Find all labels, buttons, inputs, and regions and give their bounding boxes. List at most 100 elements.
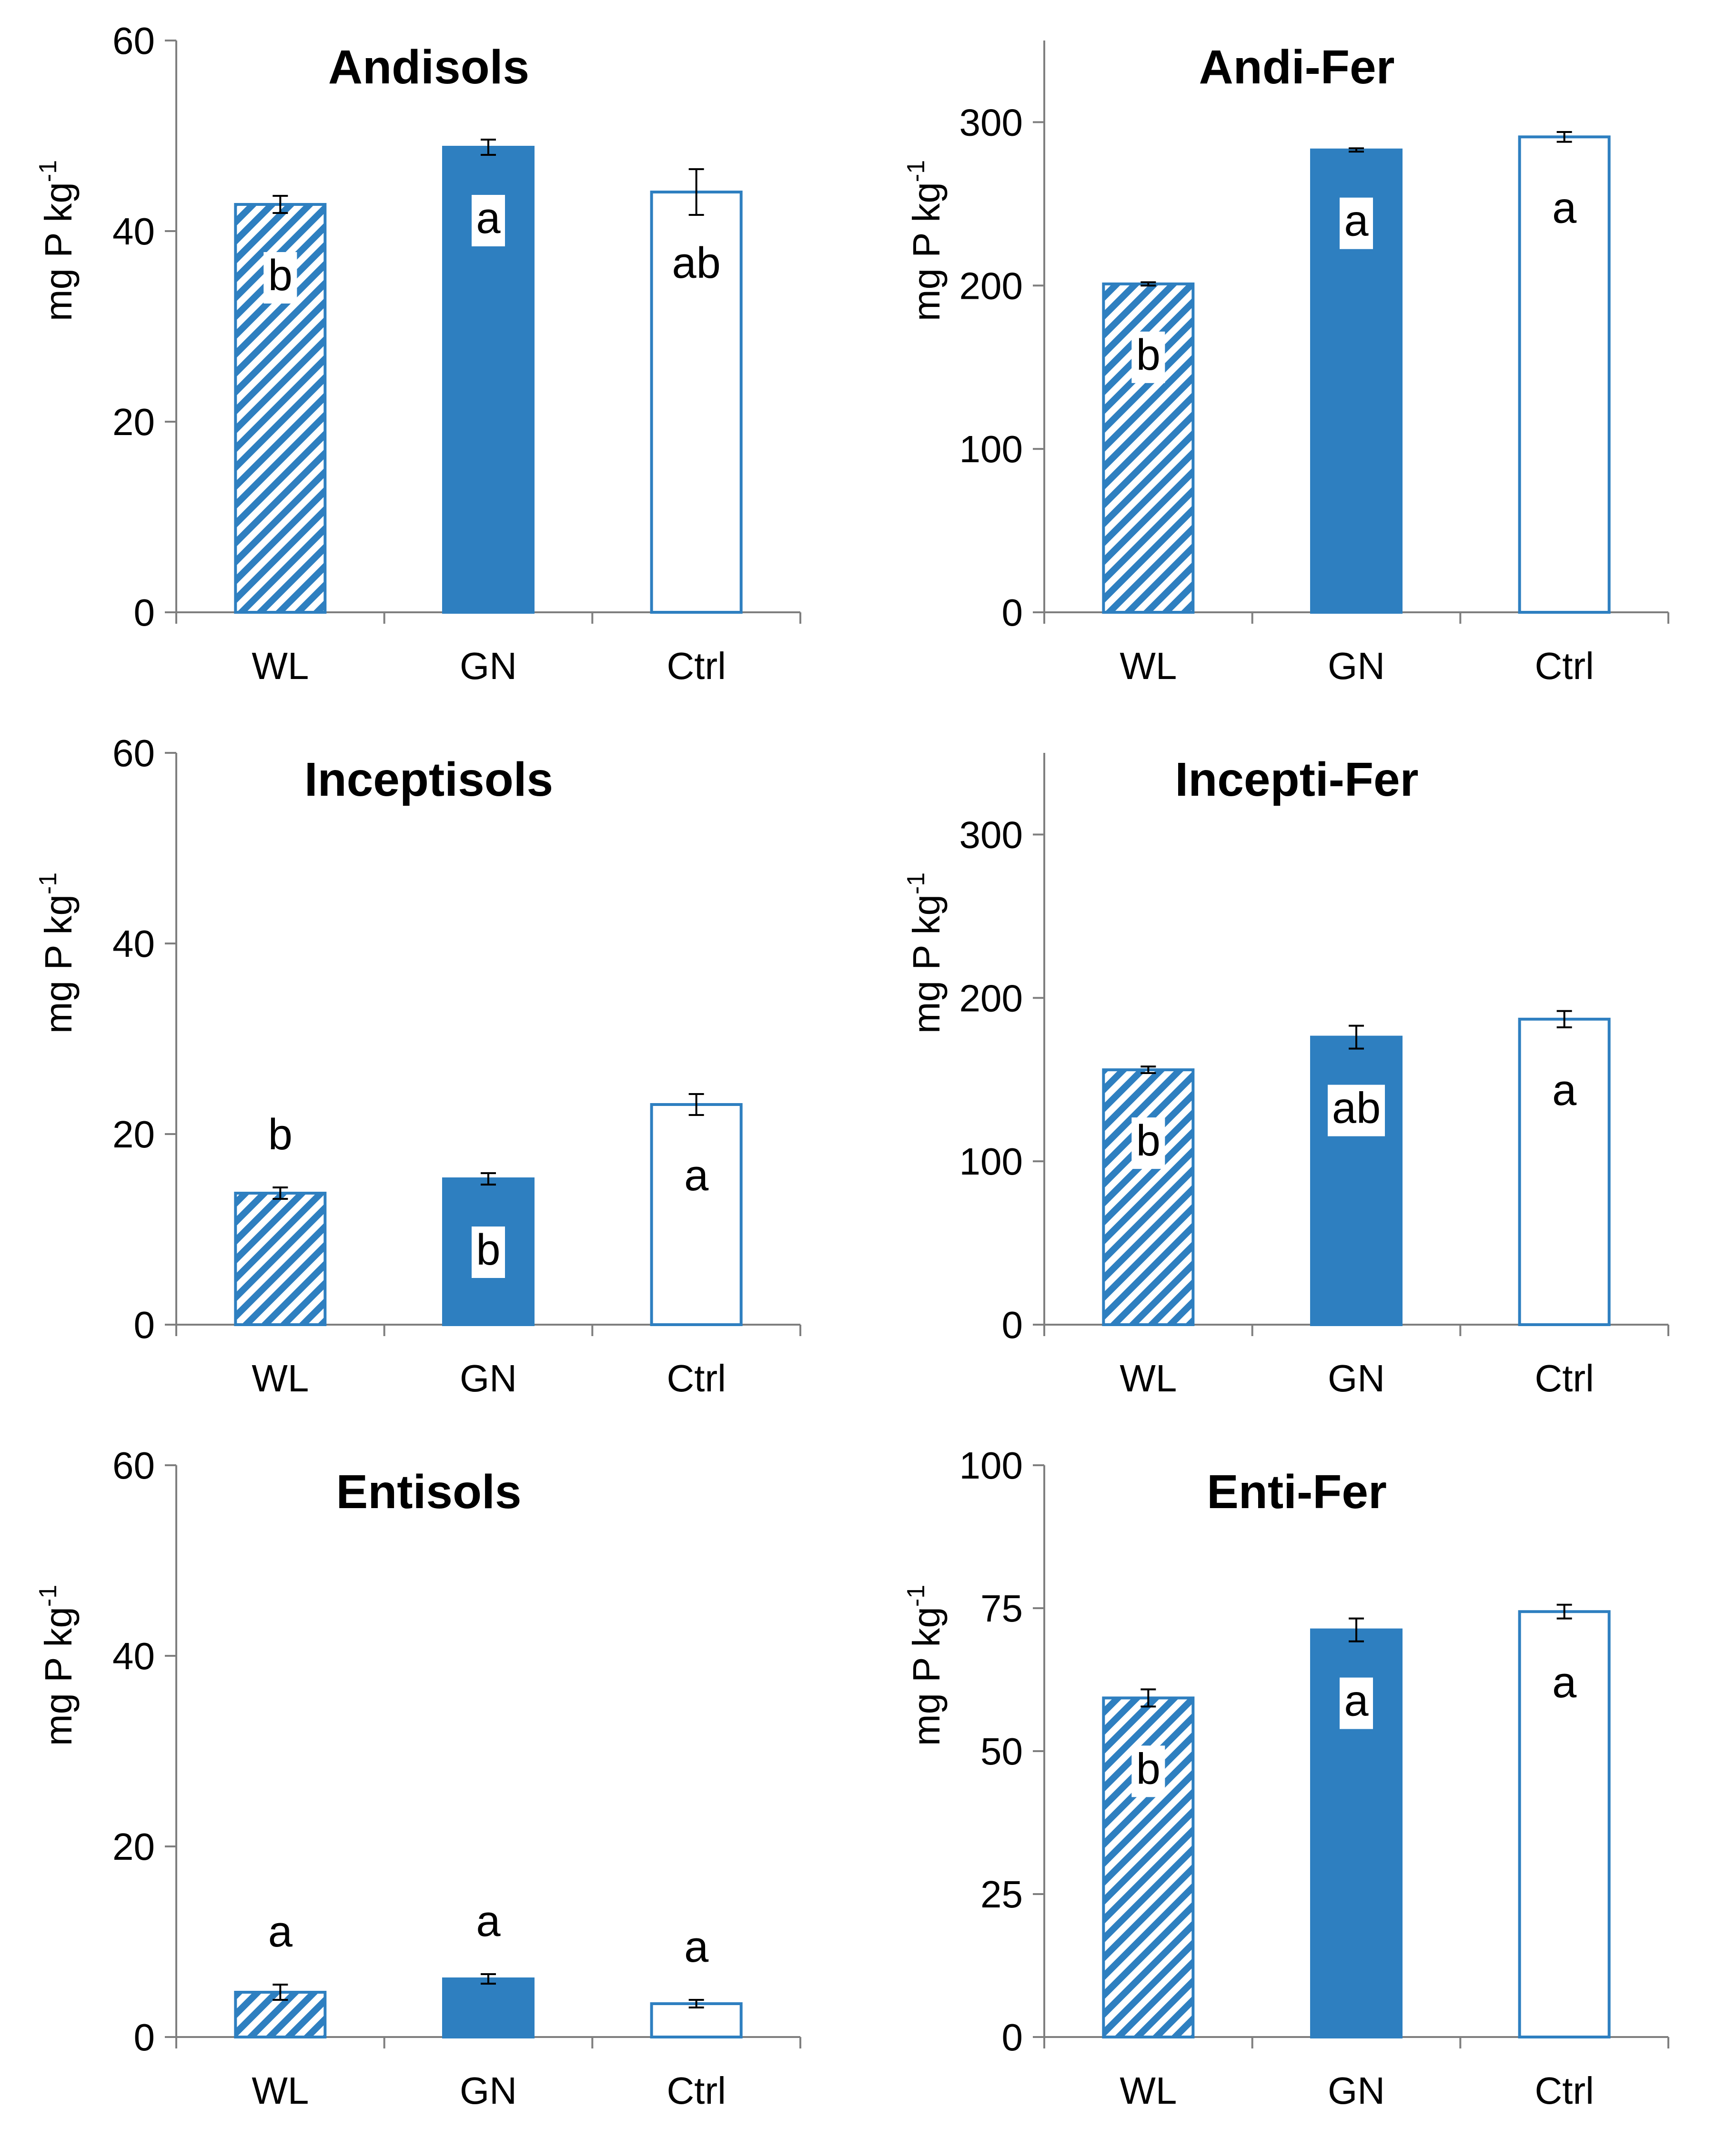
x-category-label: WL <box>252 645 309 687</box>
x-category-label: GN <box>1328 1357 1385 1399</box>
y-axis-label: mg P kg-1 <box>34 1585 80 1746</box>
y-tick-label: 300 <box>959 101 1023 143</box>
y-tick-label: 100 <box>959 1140 1023 1183</box>
bar-ctrl <box>650 2002 743 2038</box>
chart-title: Enti-Fer <box>1207 1465 1387 1519</box>
y-tick-label: 0 <box>1002 2016 1023 2058</box>
significance-letter: b <box>1136 1744 1161 1793</box>
y-axis-label-superscript: -1 <box>902 872 930 894</box>
y-tick-label: 0 <box>1002 591 1023 634</box>
bar-ctrl <box>650 1103 743 1326</box>
y-tick-label: 40 <box>112 210 155 253</box>
y-tick-label: 300 <box>959 813 1023 856</box>
significance-letter: ab <box>672 239 720 287</box>
chart-panel-andi-fer: 0 100 200 300 b WL a GN a Ctrl Andi-Fer mg P kg-1 <box>902 41 1669 687</box>
y-axis-label: mg P kg-1 <box>902 160 948 321</box>
significance-letter: b <box>268 251 293 300</box>
y-tick-label: 50 <box>980 1730 1023 1773</box>
x-category-label: Ctrl <box>1534 1357 1594 1399</box>
chart-title: Incepti-Fer <box>1175 753 1418 806</box>
significance-letter: a <box>1552 183 1577 232</box>
y-tick-label: 20 <box>112 1825 155 1868</box>
letter-background <box>1547 184 1581 236</box>
y-tick-label: 100 <box>959 1444 1023 1487</box>
significance-letter: a <box>1552 1066 1577 1115</box>
chart-panel-entisols: 0 20 40 60 a WL a GN a Ctrl Entisols mg P kg-1 <box>34 1444 801 2112</box>
letter-background <box>1328 1085 1385 1136</box>
significance-letter: b <box>476 1226 500 1274</box>
y-tick-label: 200 <box>959 977 1023 1019</box>
y-tick-label: 20 <box>112 1113 155 1156</box>
y-tick-label: 100 <box>959 428 1023 470</box>
significance-letter: a <box>476 194 501 243</box>
y-axis-label: mg P kg-1 <box>902 872 948 1034</box>
x-category-label: GN <box>1328 645 1385 687</box>
significance-letter: a <box>268 1907 293 1956</box>
y-axis-label-superscript: -1 <box>34 872 62 894</box>
y-tick-label: 0 <box>134 2016 155 2058</box>
significance-letter: a <box>1344 1677 1369 1725</box>
chart-panel-andisols: 0 20 40 60 b WL a GN ab Ctrl Andisols mg P kg-1 <box>34 20 801 687</box>
x-category-label: WL <box>1120 2069 1177 2112</box>
letter-background <box>1340 197 1373 249</box>
y-axis-label: mg P kg-1 <box>34 160 80 321</box>
y-tick-label: 25 <box>980 1873 1023 1916</box>
y-tick-label: 60 <box>112 732 155 774</box>
significance-letter: a <box>1552 1658 1577 1707</box>
y-tick-label: 60 <box>112 1444 155 1487</box>
x-category-label: Ctrl <box>666 1357 726 1399</box>
y-axis-label-superscript: -1 <box>902 160 930 182</box>
x-category-label: Ctrl <box>666 2069 726 2112</box>
significance-letter: ab <box>1332 1084 1381 1133</box>
letter-background <box>679 1152 713 1204</box>
letter-background <box>1131 1745 1165 1797</box>
y-tick-label: 0 <box>134 591 155 634</box>
x-category-label: Ctrl <box>666 645 726 687</box>
bar-gn <box>1310 1035 1403 1327</box>
y-axis-label-superscript: -1 <box>34 1585 62 1607</box>
x-category-label: WL <box>1120 645 1177 687</box>
y-axis-label-superscript: -1 <box>902 1585 930 1607</box>
y-tick-label: 40 <box>112 1635 155 1677</box>
y-axis-label-superscript: -1 <box>34 160 62 182</box>
letter-background <box>1547 1659 1581 1711</box>
y-axis-label: mg P kg-1 <box>902 1585 948 1746</box>
x-category-label: WL <box>252 2069 309 2112</box>
y-tick-label: 75 <box>980 1587 1023 1630</box>
chart-title: Entisols <box>336 1465 522 1519</box>
x-category-label: GN <box>1328 2069 1385 2112</box>
significance-letter: b <box>1136 1116 1161 1165</box>
x-category-label: WL <box>1120 1357 1177 1399</box>
x-category-label: Ctrl <box>1534 2069 1594 2112</box>
letter-background <box>1131 1117 1165 1169</box>
y-tick-label: 60 <box>112 20 155 62</box>
bar-wl <box>234 1192 327 1326</box>
bar-ctrl <box>1518 1017 1611 1327</box>
bar-gn <box>1310 1628 1403 2039</box>
y-tick-label: 40 <box>112 923 155 965</box>
chart-panel-inceptisols: 0 20 40 60 b WL b GN a Ctrl Inceptisols mg P kg-1 <box>34 732 801 1399</box>
chart-panel-enti-fer: 0 25 50 75 100 b WL a GN a Ctrl Enti-Fer mg P kg-1 <box>902 1444 1669 2112</box>
chart-title: Andi-Fer <box>1199 41 1394 94</box>
x-category-label: Ctrl <box>1534 645 1594 687</box>
x-category-label: WL <box>252 1357 309 1399</box>
significance-letter: a <box>476 1897 501 1946</box>
significance-letter: a <box>684 1923 709 1971</box>
letter-background <box>667 240 725 291</box>
x-category-label: GN <box>460 1357 517 1399</box>
letter-background <box>1340 1677 1373 1729</box>
x-category-label: GN <box>460 645 517 687</box>
significance-letter: b <box>1136 331 1161 379</box>
significance-letter: a <box>1344 197 1369 245</box>
y-tick-label: 20 <box>112 401 155 443</box>
letter-background <box>1131 331 1165 383</box>
significance-letter: a <box>684 1151 709 1200</box>
bar-wl <box>1102 1068 1195 1326</box>
y-tick-label: 0 <box>1002 1304 1023 1346</box>
y-axis-label: mg P kg-1 <box>34 872 80 1034</box>
letter-background <box>263 252 297 304</box>
letter-background <box>472 195 505 246</box>
chart-panel-incepti-fer: 0 100 200 300 b WL ab GN a Ctrl Incepti-Fer mg P kg… <box>902 753 1669 1399</box>
